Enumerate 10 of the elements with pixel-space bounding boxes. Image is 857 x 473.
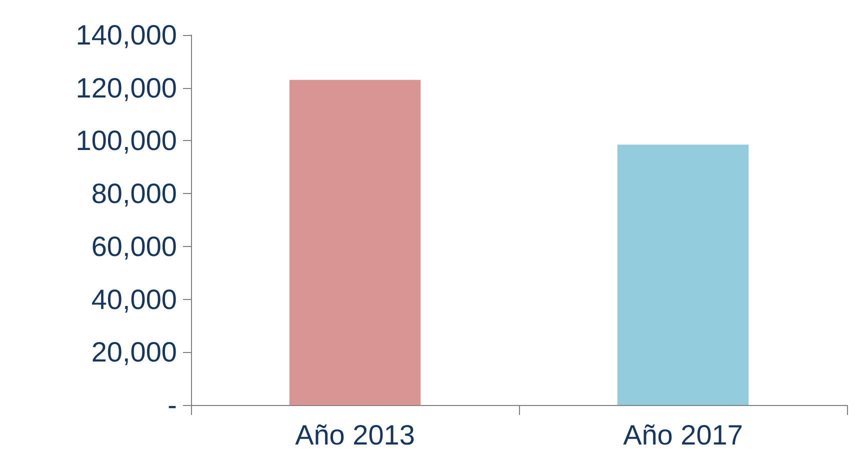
y-tick-label: 120,000 (76, 72, 177, 104)
y-tick-label: 60,000 (91, 230, 177, 262)
x-tick-label: Año 2013 (295, 420, 415, 450)
y-tick-label: - (168, 390, 177, 420)
x-tick-label: Año 2017 (623, 420, 743, 450)
y-tick-label: 80,000 (91, 178, 177, 210)
y-tick-label: 100,000 (76, 125, 177, 156)
y-tick-label: 20,000 (91, 336, 177, 368)
y-tick-label: 40,000 (91, 284, 177, 315)
y-tick-label: 140,000 (76, 20, 177, 50)
